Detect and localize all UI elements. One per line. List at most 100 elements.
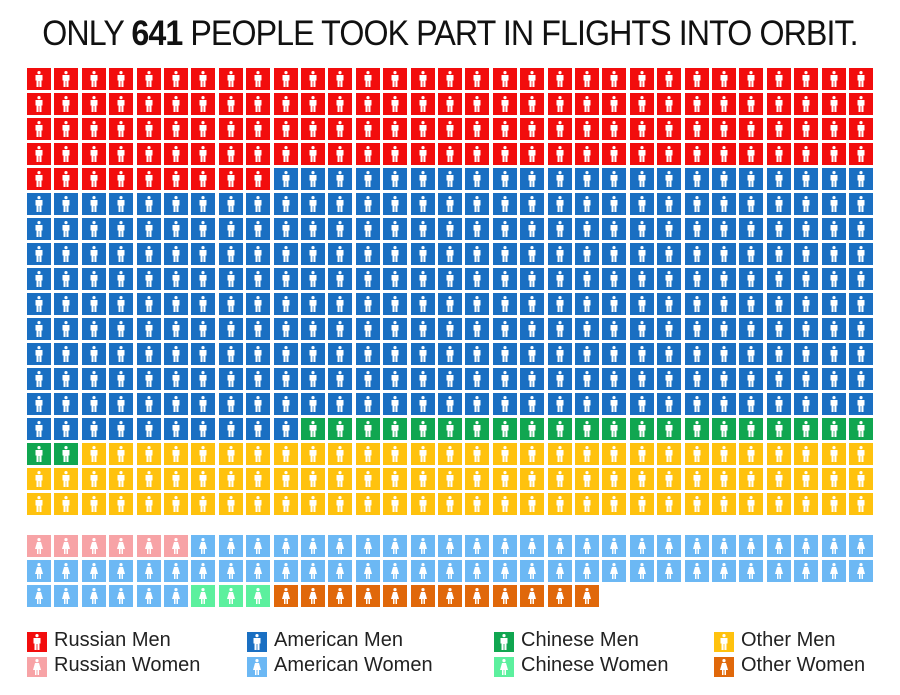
tile-other-men (492, 493, 517, 515)
tile-american-men (849, 193, 873, 215)
man-icon (473, 271, 481, 287)
man-icon (117, 121, 125, 137)
woman-icon (309, 563, 317, 579)
man-icon (501, 471, 509, 487)
tile-american-men (301, 243, 325, 265)
tile-russian-men (794, 93, 819, 115)
tile-american-men (81, 418, 106, 440)
man-icon (775, 171, 783, 187)
man-icon (693, 196, 701, 212)
tile-american-men (136, 218, 161, 240)
tile-russian-men (81, 143, 106, 165)
tile-american-men (657, 318, 682, 340)
man-icon (282, 71, 290, 87)
man-icon (391, 421, 399, 437)
tile-other-men (739, 493, 764, 515)
man-icon (857, 371, 865, 387)
tile-american-men (273, 368, 298, 390)
man-icon (62, 496, 70, 512)
tile-american-men (328, 368, 353, 390)
tile-other-women (328, 585, 353, 607)
man-icon (199, 71, 207, 87)
man-icon (90, 146, 98, 162)
man-icon (309, 321, 317, 337)
man-icon (583, 196, 591, 212)
man-icon (254, 296, 262, 312)
man-icon (857, 496, 865, 512)
tile-other-men (355, 468, 380, 490)
tile-american-men (383, 293, 408, 315)
woman-icon (62, 563, 71, 579)
man-icon (419, 421, 427, 437)
tile-american-men (246, 418, 271, 440)
man-icon (145, 296, 153, 312)
man-icon (665, 296, 673, 312)
tile-other-men (794, 468, 819, 490)
tile-russian-men (109, 118, 134, 140)
tile-american-women (629, 560, 654, 582)
tile-other-women (383, 585, 408, 607)
tile-american-men (766, 343, 791, 365)
tile-american-women (301, 535, 325, 557)
man-icon (556, 421, 564, 437)
man-icon (693, 421, 701, 437)
woman-icon (418, 588, 427, 604)
tile-american-women (328, 535, 353, 557)
tile-russian-men (410, 93, 435, 115)
tile-american-women (465, 560, 490, 582)
man-icon (501, 371, 509, 387)
man-icon (583, 346, 591, 362)
tile-russian-men (136, 118, 161, 140)
tile-russian-men (684, 93, 709, 115)
tile-american-men (575, 243, 599, 265)
tile-american-men (383, 193, 408, 215)
tile-american-men (109, 343, 134, 365)
tile-other-men (794, 443, 819, 465)
man-icon (336, 196, 344, 212)
tile-american-men (547, 193, 572, 215)
tile-other-men (246, 493, 271, 515)
woman-icon (446, 538, 454, 554)
man-icon (473, 146, 481, 162)
man-icon (775, 421, 783, 437)
man-icon (172, 371, 180, 387)
tile-american-men (712, 218, 736, 240)
man-icon (62, 346, 70, 362)
tile-american-men (109, 418, 134, 440)
man-icon (501, 171, 509, 187)
tile-american-women (739, 535, 764, 557)
woman-icon (226, 563, 235, 579)
woman-icon (500, 563, 509, 579)
tile-american-women (465, 535, 490, 557)
tile-american-men (54, 368, 79, 390)
man-icon (857, 296, 865, 312)
man-icon (857, 96, 865, 112)
tile-russian-men (684, 68, 709, 90)
man-icon (145, 71, 153, 87)
man-icon (473, 171, 481, 187)
tile-other-men (109, 493, 134, 515)
man-icon (556, 446, 564, 462)
tile-american-men (81, 368, 106, 390)
man-icon (556, 471, 564, 487)
tile-russian-men (383, 68, 408, 90)
tile-russian-men (218, 68, 243, 90)
tile-russian-men (492, 118, 517, 140)
man-icon (610, 296, 618, 312)
tile-american-men (766, 368, 791, 390)
man-icon (309, 171, 317, 187)
tile-russian-men (136, 68, 161, 90)
man-icon (446, 71, 454, 87)
tile-russian-men (575, 143, 599, 165)
tile-american-men (849, 318, 873, 340)
tile-other-men (54, 493, 79, 515)
tile-american-men (273, 268, 298, 290)
tile-american-men (602, 193, 627, 215)
tile-other-men (81, 493, 106, 515)
tile-american-women (54, 585, 79, 607)
man-icon (391, 296, 399, 312)
tile-russian-men (246, 68, 271, 90)
woman-icon (418, 538, 427, 554)
tile-american-men (136, 418, 161, 440)
tile-american-men (109, 218, 134, 240)
